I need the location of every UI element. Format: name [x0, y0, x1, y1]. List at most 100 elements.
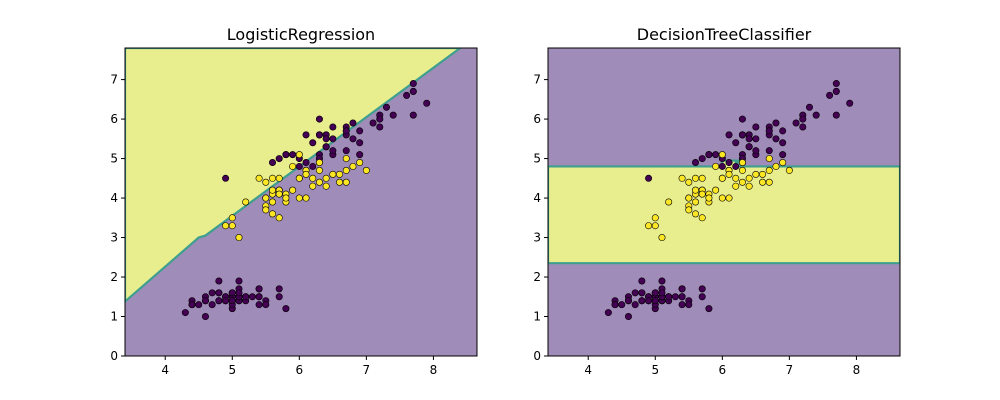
- class1-point: [698, 190, 706, 198]
- class0-point: [779, 151, 787, 159]
- class0-point: [222, 174, 230, 182]
- class0-point: [718, 162, 726, 170]
- class0-point: [309, 139, 317, 147]
- class0-point: [235, 277, 243, 285]
- scatter-points: [604, 80, 854, 321]
- class0-point: [645, 174, 653, 182]
- class0-point: [832, 111, 840, 119]
- class0-point: [228, 297, 236, 305]
- class1-point: [342, 166, 350, 174]
- class1-point: [275, 214, 283, 222]
- class1-point: [692, 174, 700, 182]
- class1-point: [718, 194, 726, 202]
- axes-frame: [547, 47, 901, 357]
- class1-point: [282, 194, 290, 202]
- class1-point: [228, 222, 236, 230]
- class0-point: [624, 313, 632, 321]
- class1-point: [772, 162, 780, 170]
- y-tick-label: 2: [110, 270, 118, 284]
- class0-point: [376, 123, 384, 131]
- class0-point: [698, 293, 706, 301]
- class0-point: [738, 131, 746, 139]
- class0-point: [208, 289, 216, 297]
- y-tick-label: 2: [533, 270, 541, 284]
- class1-point: [262, 194, 270, 202]
- class0-point: [409, 80, 417, 88]
- class1-point: [665, 198, 673, 206]
- y-tick-label: 5: [110, 152, 118, 166]
- x-tick-label: 5: [228, 363, 236, 377]
- class0-point: [302, 159, 310, 167]
- class0-point: [805, 103, 813, 111]
- class0-point: [698, 285, 706, 293]
- class0-point: [215, 277, 223, 285]
- class1-point: [692, 198, 700, 206]
- class0-point: [322, 135, 330, 143]
- class1-point: [302, 194, 310, 202]
- y-tick-label: 6: [533, 112, 541, 126]
- class0-point: [631, 301, 639, 309]
- class1-point: [705, 194, 713, 202]
- class0-point: [382, 103, 390, 111]
- class1-point: [645, 222, 653, 230]
- class1-point: [356, 159, 364, 167]
- class0-point: [658, 289, 666, 297]
- y-tick-label: 5: [533, 152, 541, 166]
- class1-point: [269, 198, 277, 206]
- class0-point: [705, 151, 713, 159]
- class0-point: [638, 297, 646, 305]
- class1-point: [295, 194, 303, 202]
- class0-point: [315, 131, 323, 139]
- class0-point: [712, 151, 720, 159]
- class0-point: [765, 127, 773, 135]
- class1-point: [651, 222, 659, 230]
- class1-point: [336, 178, 344, 186]
- class1-point: [269, 174, 277, 182]
- class1-point: [718, 151, 726, 159]
- class0-point: [631, 289, 639, 297]
- x-tick-label: 8: [430, 363, 438, 377]
- class1-point: [678, 174, 686, 182]
- class1-point: [342, 178, 350, 186]
- class0-point: [195, 301, 203, 309]
- y-tick-label: 1: [533, 310, 541, 324]
- y-tick-label: 1: [110, 310, 118, 324]
- class0-point: [618, 301, 626, 309]
- class0-point: [732, 162, 740, 170]
- class0-point: [255, 301, 263, 309]
- class0-point: [228, 289, 236, 297]
- class0-point: [409, 111, 417, 119]
- class1-point: [712, 162, 720, 170]
- class1-point: [342, 155, 350, 163]
- class0-point: [262, 301, 270, 309]
- y-tick-label: 0: [533, 349, 541, 363]
- class1-point: [309, 182, 317, 190]
- class1-point: [752, 170, 760, 178]
- class1-point: [692, 186, 700, 194]
- y-tick-label: 3: [110, 231, 118, 245]
- class1-point: [745, 182, 753, 190]
- y-axis: 0 1 2 3 4 5 6 7: [110, 73, 125, 363]
- class0-point: [685, 301, 693, 309]
- class0-point: [309, 162, 317, 170]
- class0-point: [678, 285, 686, 293]
- y-tick-label: 0: [110, 349, 118, 363]
- x-tick-label: 5: [651, 363, 659, 377]
- class0-point: [732, 139, 740, 147]
- class0-point: [832, 80, 840, 88]
- class0-point: [255, 285, 263, 293]
- class0-point: [611, 301, 619, 309]
- class1-point: [322, 182, 330, 190]
- class0-point: [678, 301, 686, 309]
- decision-tree-panel: 4 5 6 7 8 0 1 2 3 4 5 6 7 DecisionTreeClassifier: [533, 25, 901, 377]
- class0-point: [403, 91, 411, 99]
- class1-point: [698, 214, 706, 222]
- class1-point: [315, 178, 323, 186]
- class0-point: [745, 143, 753, 151]
- class1-point: [275, 174, 283, 182]
- class1-point: [329, 170, 337, 178]
- class1-point: [269, 210, 277, 218]
- class0-point: [772, 135, 780, 143]
- y-tick-label: 3: [533, 231, 541, 245]
- class0-point: [423, 99, 431, 107]
